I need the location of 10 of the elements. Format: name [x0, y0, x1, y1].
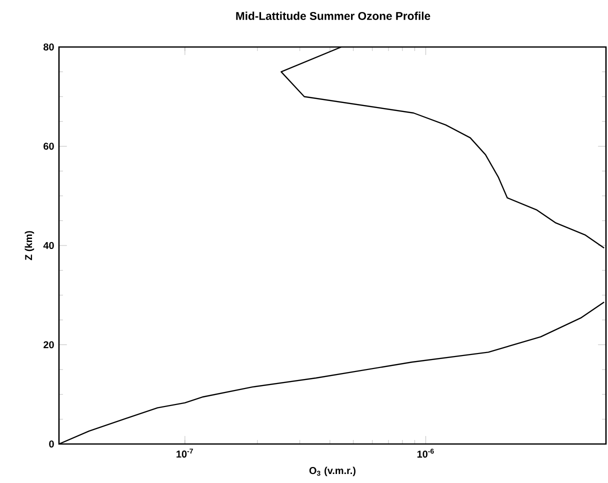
y-axis-title: Z (km)	[24, 231, 34, 260]
x-tick-label: 10$^{-6}$	[417, 448, 434, 458]
x-tick-label: 10$^{-7}$	[176, 448, 193, 458]
y-tick-label: 40	[43, 242, 54, 250]
y-tick-label: 80	[44, 43, 54, 51]
x-axis-title: O$_{3}$ (v.m.r.)	[309, 466, 356, 476]
chart-title: Mid-Lattitude Summer Ozone Profile	[236, 12, 430, 20]
y-tick-label: 0	[49, 440, 54, 448]
y-tick-label: 60	[44, 142, 54, 150]
y-tick-label: 20	[44, 341, 54, 348]
